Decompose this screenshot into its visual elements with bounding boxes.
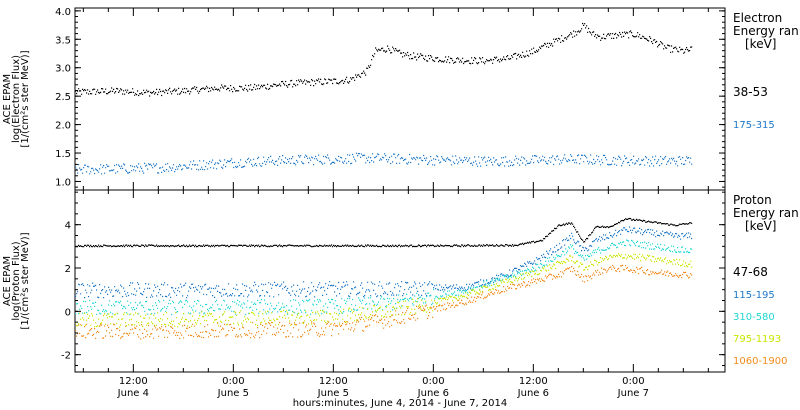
x-tick-time-label: 12:00	[319, 376, 348, 387]
series-points	[75, 264, 693, 340]
x-tick-time-label: 12:00	[519, 376, 548, 387]
proton-data-points	[75, 217, 693, 340]
proton-plot-frame	[74, 189, 726, 373]
y-tick-label: -2	[61, 351, 71, 362]
x-tick-time-label: 0:00	[422, 376, 444, 387]
legend-title-line: Electron	[733, 11, 782, 25]
y-axis-label-line: ACE EPAM	[2, 256, 13, 306]
legend-title-line: Energy ran	[733, 24, 799, 38]
x-tick-time-label: 12:00	[119, 376, 148, 387]
series-38-53	[75, 22, 693, 97]
x-axis-label: hours:minutes, June 4, 2014 - June 7, 20…	[293, 398, 508, 409]
electron-y-axis-label: ACE EPAMlog(Electron Flux)[1/(cm²s ster …	[2, 50, 31, 147]
series-points	[75, 253, 693, 328]
electron-panel: 1.0 1.5 2.0 2.5 3.0 3.5 4.0 ACE EPAMlog(Electr…	[2, 7, 799, 191]
legend-entry: 38-53	[733, 85, 768, 99]
y-tick-label: 2.5	[55, 92, 71, 103]
legend-entry: 175-315	[733, 120, 775, 131]
legend-entry: 115-195	[733, 290, 775, 301]
proton-panel: -2 0 2 4 ACE EPAMlog(Proton Flux)[1/(cm²s s…	[2, 189, 799, 373]
x-tick-date-label: June 6	[417, 388, 449, 399]
y-tick-label: 4.0	[55, 7, 71, 18]
series-795-1193	[75, 253, 693, 328]
y-tick-label: 4	[65, 221, 71, 232]
series-points	[75, 22, 693, 97]
proton-y-ticks: -2 0 2 4	[61, 191, 725, 366]
y-tick-label: 2.0	[55, 121, 71, 132]
x-tick-date-label: June 4	[117, 388, 149, 399]
y-tick-label: 2	[65, 264, 71, 275]
series-175-315	[75, 152, 693, 175]
electron-y-ticks: 1.0 1.5 2.0 2.5 3.0 3.5 4.0	[55, 7, 725, 188]
y-tick-label: 0	[65, 307, 71, 318]
x-tick-time-label: 0:00	[622, 376, 644, 387]
y-axis-label-line: [1/(cm²s ster MeV)]	[20, 50, 31, 147]
proton-y-axis-label: ACE EPAMlog(Proton Flux)[1/(cm²s ster Me…	[2, 232, 31, 329]
legend-title-line: [keV]	[745, 219, 776, 233]
y-axis-label-line: ACE EPAM	[2, 74, 13, 124]
legend-entry: 795-1193	[733, 334, 781, 345]
x-tick-time-label: 0:00	[222, 376, 244, 387]
x-tick-date-label: June 5	[217, 388, 249, 399]
series-47-68	[75, 217, 693, 248]
legend-entry: 310-580	[733, 312, 775, 323]
legend-title-line: Energy ran	[733, 206, 799, 220]
proton-x-ticks	[82, 190, 709, 372]
legend-entry: 1060-1900	[733, 356, 788, 367]
y-tick-label: 1.5	[55, 149, 71, 160]
x-tick-date-label: June 7	[617, 388, 649, 399]
y-axis-label-line: [1/(cm²s ster MeV)]	[20, 232, 31, 329]
x-tick-date-label: June 5	[317, 388, 349, 399]
y-tick-label: 1.0	[55, 177, 71, 188]
legend-entry: 47-68	[733, 265, 768, 279]
legend-title-line: [keV]	[745, 37, 776, 51]
electron-x-ticks	[82, 8, 709, 190]
x-tick-date-label: June 6	[517, 388, 549, 399]
series-points	[75, 217, 693, 248]
series-points	[75, 226, 693, 299]
y-tick-label: 3.5	[55, 35, 71, 46]
y-axis-label-line: log(Electron Flux)	[11, 55, 22, 143]
series-points	[75, 239, 693, 316]
series-points	[75, 152, 693, 175]
legend-title-line: Proton	[733, 193, 772, 207]
series-310-580	[75, 239, 693, 316]
series-1060-1900	[75, 264, 693, 340]
y-tick-label: 3.0	[55, 64, 71, 75]
electron-data-points	[75, 22, 693, 175]
series-115-195	[75, 226, 693, 299]
y-axis-label-line: log(Proton Flux)	[11, 241, 22, 320]
